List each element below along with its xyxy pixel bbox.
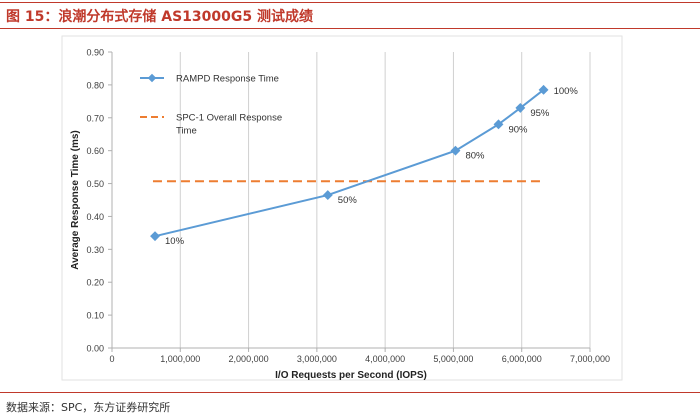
source-note: 数据来源：SPC，东方证券研究所 <box>6 401 171 414</box>
y-tick-label: 0.20 <box>86 278 104 288</box>
title-rule <box>0 28 700 29</box>
top-rule <box>0 2 700 3</box>
data-label: 50% <box>338 195 358 206</box>
series-line <box>154 89 545 238</box>
x-tick-label: 3,000,000 <box>297 354 337 364</box>
y-tick-label: 0.00 <box>86 344 104 354</box>
x-tick-label: 2,000,000 <box>229 354 269 364</box>
legend-reference-label: SPC-1 Overall Response <box>176 113 282 124</box>
x-tick-label: 4,000,000 <box>365 354 405 364</box>
x-tick-label: 7,000,000 <box>570 354 610 364</box>
x-tick-label: 5,000,000 <box>433 354 473 364</box>
figure-title: 图 15：浪潮分布式存储 AS13000G5 测试成绩 <box>6 9 313 25</box>
x-tick-label: 0 <box>109 354 114 364</box>
y-tick-label: 0.60 <box>86 146 104 156</box>
chart-frame <box>61 35 623 381</box>
y-axis-title: Average Response Time (ms) <box>70 130 81 270</box>
data-label: 90% <box>508 124 528 135</box>
legend-reference-label: Time <box>176 126 197 137</box>
x-tick-label: 1,000,000 <box>160 354 200 364</box>
data-point <box>150 231 160 242</box>
y-tick-label: 0.50 <box>86 179 104 189</box>
y-tick-label: 0.40 <box>86 212 104 222</box>
data-label: 95% <box>530 108 550 119</box>
x-axis-title: I/O Requests per Second (IOPS) <box>275 370 427 381</box>
legend-series-label: RAMPD Response Time <box>176 74 279 85</box>
data-point <box>322 190 333 201</box>
data-point <box>450 145 461 156</box>
bottom-rule <box>0 392 700 393</box>
legend-series-marker <box>147 73 157 83</box>
y-tick-label: 0.90 <box>86 48 104 58</box>
data-label: 10% <box>165 236 185 247</box>
data-point <box>538 84 549 95</box>
y-tick-label: 0.30 <box>86 245 104 255</box>
y-tick-label: 0.70 <box>86 113 104 123</box>
data-label: 80% <box>465 151 485 162</box>
data-label: 100% <box>554 86 579 97</box>
data-point <box>515 102 526 113</box>
y-tick-label: 0.80 <box>86 80 104 90</box>
y-tick-label: 0.10 <box>86 311 104 321</box>
x-tick-label: 6,000,000 <box>502 354 542 364</box>
